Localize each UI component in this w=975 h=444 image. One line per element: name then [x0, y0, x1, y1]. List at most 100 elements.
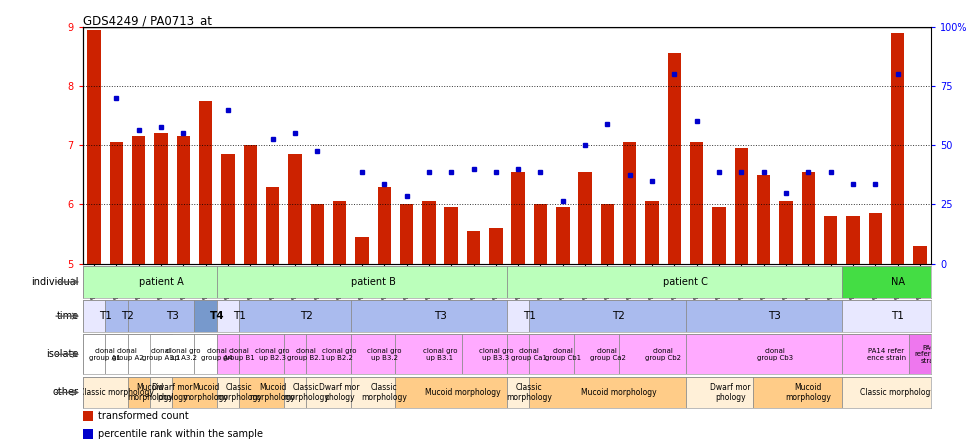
Text: clonal
group A3.1: clonal group A3.1	[141, 348, 180, 361]
Bar	[869, 214, 882, 264]
Text: clonal
group B1: clonal group B1	[223, 348, 255, 361]
Text: T2: T2	[299, 311, 313, 321]
Text: transformed count: transformed count	[98, 412, 189, 421]
Bar	[83, 411, 93, 421]
Bar	[824, 216, 838, 264]
Bar	[109, 142, 123, 264]
Bar	[244, 145, 257, 264]
Bar	[83, 377, 128, 408]
Text: PA14 refer
ence strain: PA14 refer ence strain	[867, 348, 906, 361]
Text: clonal
group Ca2: clonal group Ca2	[590, 348, 625, 361]
Bar	[266, 186, 279, 264]
Bar	[154, 133, 168, 264]
Bar	[351, 300, 507, 332]
Bar	[351, 377, 396, 408]
Text: clonal
group Cb1: clonal group Cb1	[545, 348, 581, 361]
Bar	[83, 266, 216, 298]
Bar	[757, 175, 770, 264]
Text: clonal gro
up B3.2: clonal gro up B3.2	[367, 348, 402, 361]
Text: PAO1
reference
strain: PAO1 reference strain	[915, 345, 948, 364]
Text: Dwarf mor
phology: Dwarf mor phology	[710, 383, 751, 402]
Text: clonal gro
up B2.3: clonal gro up B2.3	[255, 348, 290, 361]
Bar	[507, 377, 529, 408]
Text: Classic
morphology: Classic morphology	[216, 383, 262, 402]
Text: Mucoid
morphology: Mucoid morphology	[250, 383, 295, 402]
Bar	[578, 172, 592, 264]
Bar	[529, 300, 685, 332]
Bar	[176, 136, 190, 264]
Bar	[846, 216, 860, 264]
Bar	[216, 266, 507, 298]
Bar	[841, 377, 931, 408]
Text: clonal
group Cb2: clonal group Cb2	[645, 348, 682, 361]
Text: T4: T4	[210, 311, 224, 321]
Text: Classic morphology: Classic morphology	[860, 388, 935, 397]
Text: Dwarf mor
phology: Dwarf mor phology	[320, 383, 360, 402]
Bar	[194, 300, 216, 332]
Text: percentile rank within the sample: percentile rank within the sample	[98, 429, 263, 439]
Bar	[83, 428, 93, 439]
Bar	[284, 377, 306, 408]
Text: patient B: patient B	[351, 277, 396, 287]
Bar	[128, 300, 194, 332]
Text: clonal gro
up B2.2: clonal gro up B2.2	[323, 348, 357, 361]
Bar	[306, 334, 351, 374]
Bar	[668, 53, 682, 264]
Text: other: other	[53, 388, 79, 397]
Bar	[150, 334, 194, 374]
Bar	[841, 334, 909, 374]
Bar	[88, 30, 100, 264]
Bar	[533, 205, 547, 264]
Bar	[507, 300, 529, 332]
Bar	[239, 377, 284, 408]
Bar	[685, 334, 841, 374]
Bar	[239, 300, 351, 332]
Text: clonal
group A2: clonal group A2	[112, 348, 143, 361]
Bar	[311, 205, 324, 264]
Text: Mucoid morphology: Mucoid morphology	[581, 388, 656, 397]
Bar	[512, 172, 525, 264]
Text: Dwarf mor
phology: Dwarf mor phology	[152, 383, 192, 402]
Bar	[801, 172, 815, 264]
Bar	[150, 377, 173, 408]
Bar	[377, 186, 391, 264]
Bar	[645, 202, 659, 264]
Bar	[909, 334, 931, 374]
Text: Classic
morphology: Classic morphology	[362, 383, 408, 402]
Text: T1: T1	[523, 311, 535, 321]
Bar	[462, 334, 507, 374]
Bar	[841, 300, 931, 332]
Bar	[422, 202, 436, 264]
Text: T1: T1	[891, 311, 904, 321]
Bar	[289, 154, 301, 264]
Bar	[891, 32, 905, 264]
Bar	[216, 300, 239, 332]
Text: patient A: patient A	[138, 277, 183, 287]
Bar	[574, 334, 618, 374]
Bar	[914, 246, 926, 264]
Bar	[128, 377, 150, 408]
Bar	[239, 334, 284, 374]
Bar	[194, 334, 216, 374]
Text: T2: T2	[121, 311, 134, 321]
Text: clonal gro
up B3.1: clonal gro up B3.1	[423, 348, 457, 361]
Bar	[507, 266, 841, 298]
Text: Classic
morphology: Classic morphology	[283, 383, 329, 402]
Bar	[284, 334, 306, 374]
Text: Mucoid morphology: Mucoid morphology	[424, 388, 500, 397]
Bar	[529, 334, 574, 374]
Bar	[623, 142, 637, 264]
Bar	[507, 334, 529, 374]
Text: clonal gro
up B3.3: clonal gro up B3.3	[479, 348, 513, 361]
Text: Classic
morphology: Classic morphology	[506, 383, 552, 402]
Bar	[529, 377, 685, 408]
Bar	[601, 205, 614, 264]
Text: NA: NA	[890, 277, 905, 287]
Bar	[685, 377, 753, 408]
Bar	[841, 266, 931, 298]
Bar	[685, 300, 841, 332]
Text: T3: T3	[166, 311, 178, 321]
Bar	[83, 300, 105, 332]
Bar	[556, 207, 569, 264]
Text: clonal
group A1: clonal group A1	[90, 348, 121, 361]
